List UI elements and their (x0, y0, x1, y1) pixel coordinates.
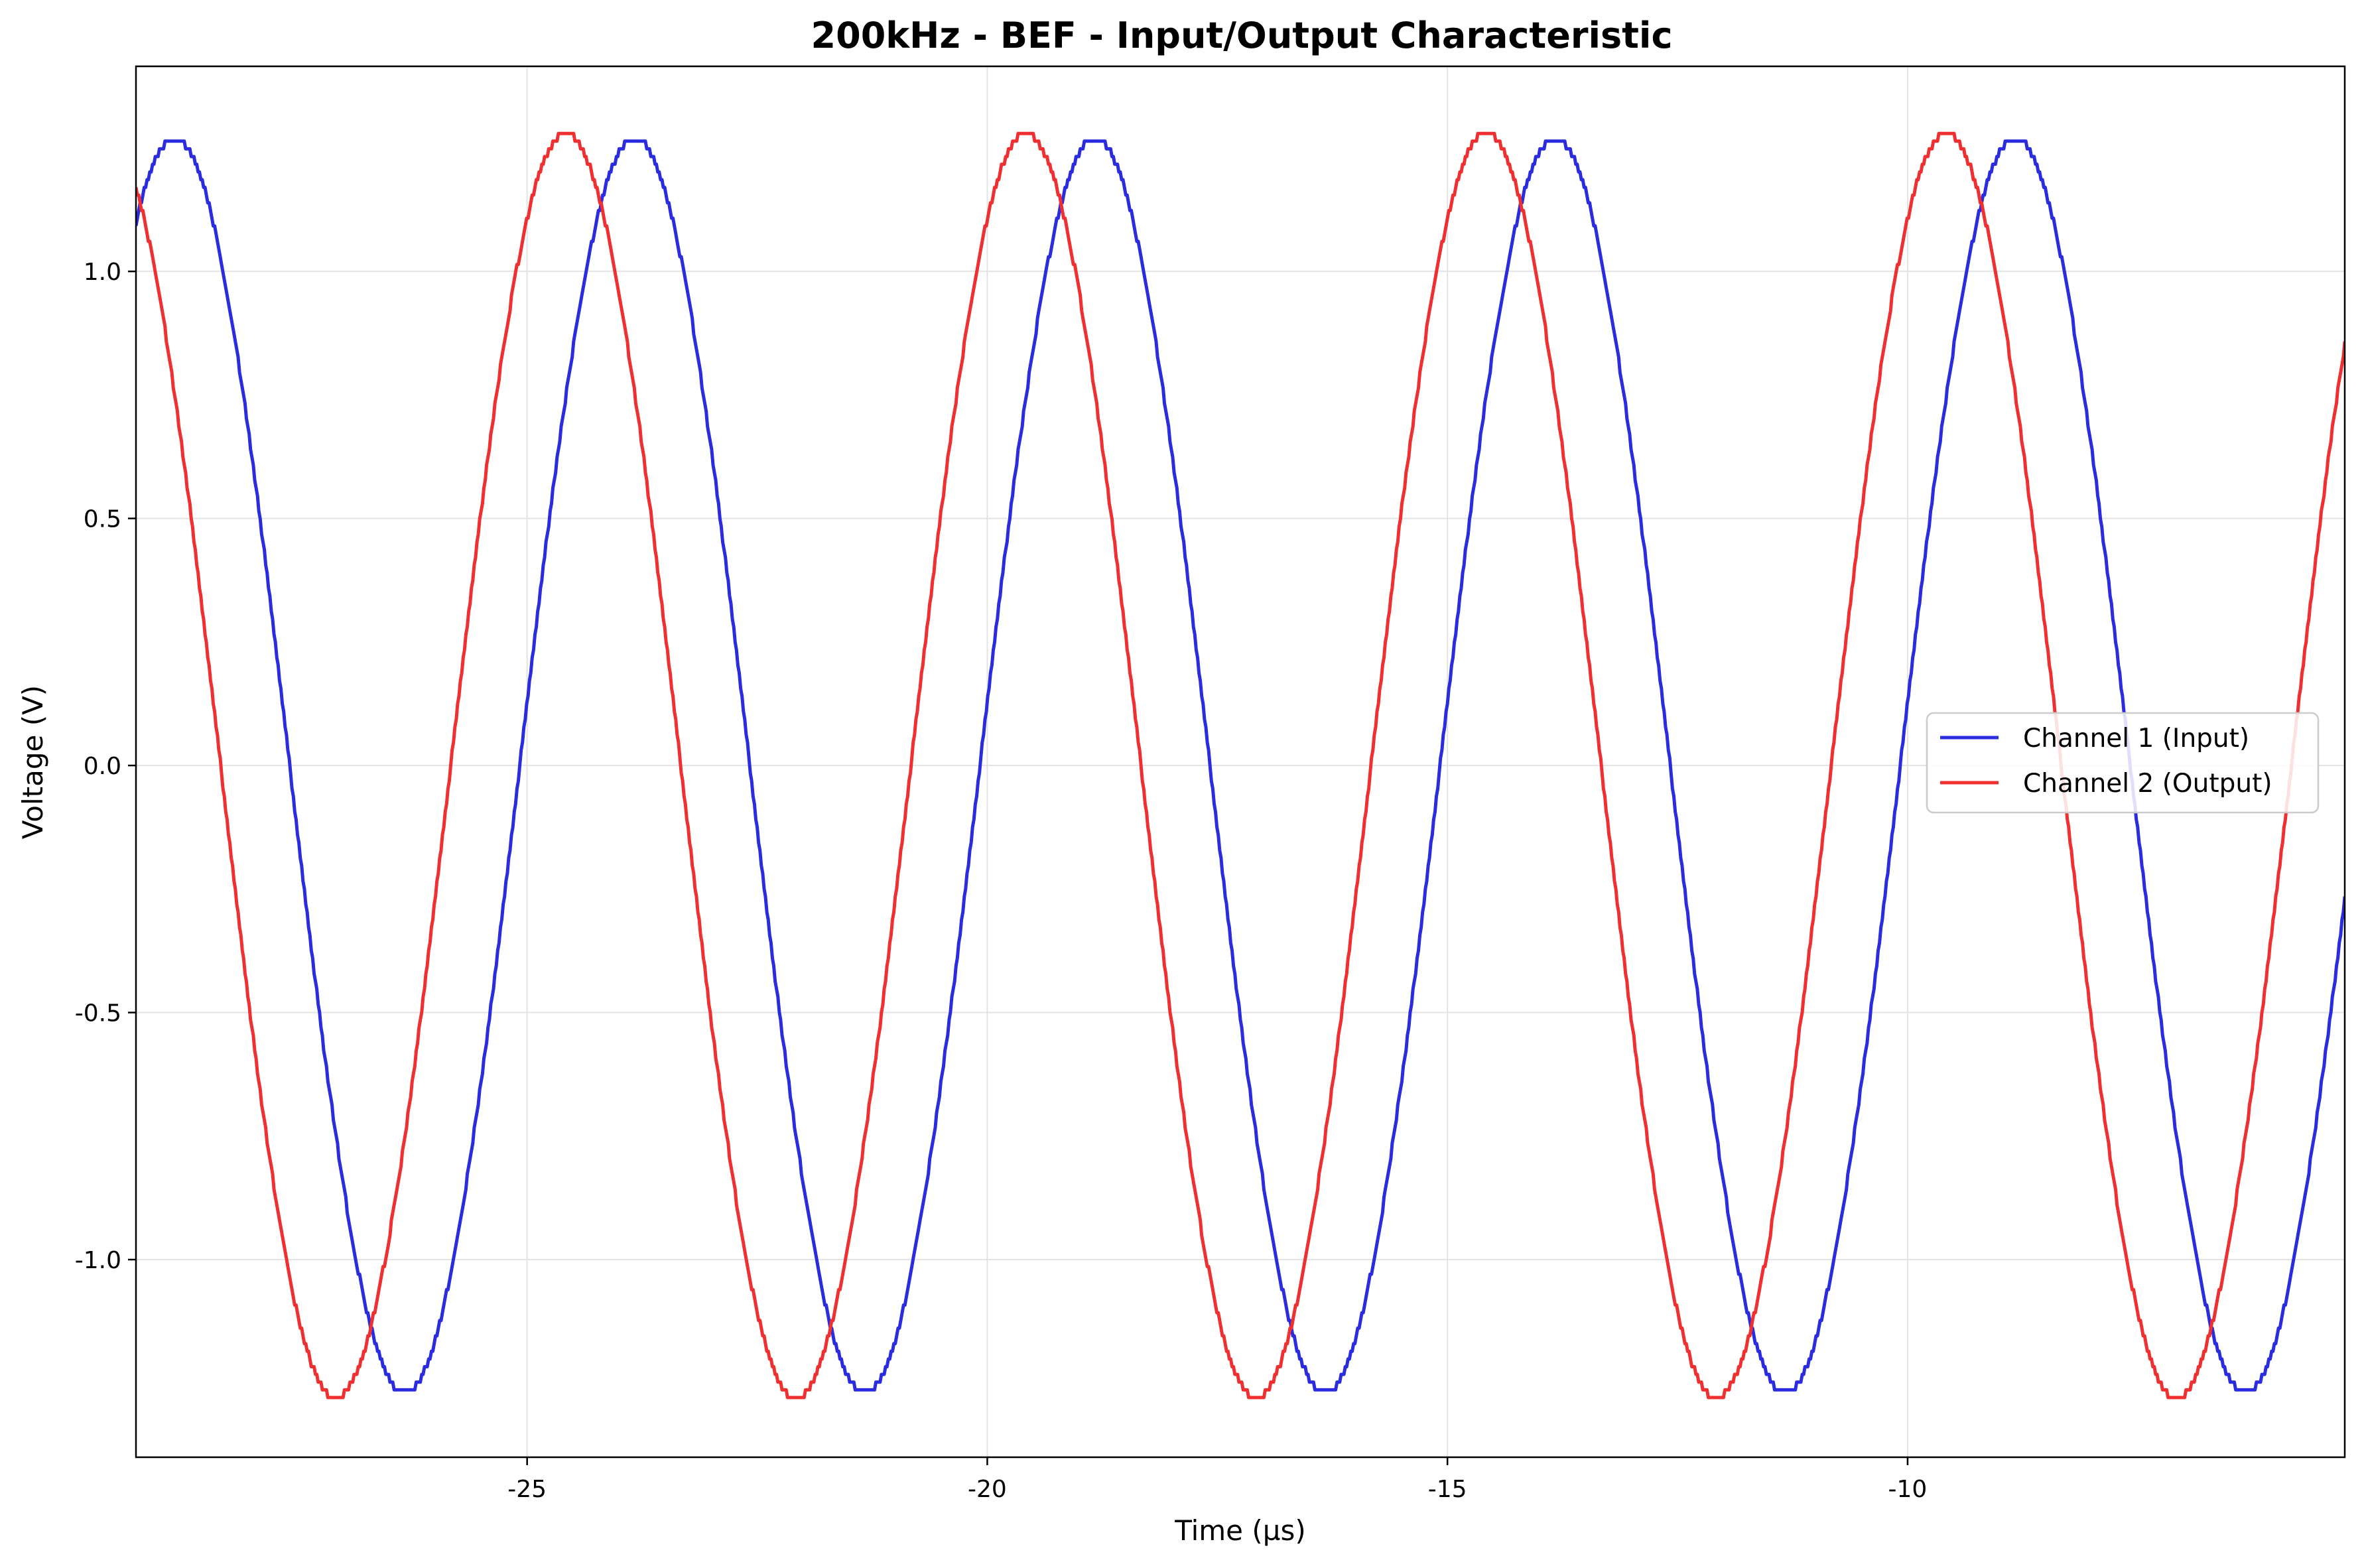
x-axis: -25 -20 -15 -10 (507, 1457, 1927, 1503)
legend-box (1926, 712, 2320, 814)
x-axis-label: Time (µs) (1174, 1514, 1306, 1547)
x-tick-label: -10 (1888, 1476, 1928, 1503)
x-tick-label: -25 (507, 1476, 547, 1503)
legend-label-channel-2: Channel 2 (Output) (2023, 769, 2272, 799)
y-axis-label: Voltage (V) (17, 685, 49, 839)
legend: Channel 1 (Input) Channel 2 (Output) (1926, 712, 2320, 814)
series-line-channel-1 (136, 139, 2345, 1392)
x-tick-label: -20 (968, 1476, 1007, 1503)
y-axis: -1.0 -0.5 0.0 0.5 1.0 (75, 259, 136, 1274)
series-group (136, 131, 2345, 1400)
y-tick-label: 1.0 (84, 259, 121, 286)
y-tick-label: 0.5 (84, 506, 121, 533)
y-tick-label: 0.0 (84, 753, 121, 780)
x-tick-label: -15 (1428, 1476, 1467, 1503)
y-tick-label: -1.0 (75, 1247, 121, 1274)
plot-frame (135, 65, 2346, 1459)
y-tick-label: -0.5 (75, 1000, 121, 1027)
series-line-channel-2 (136, 131, 2345, 1400)
legend-label-channel-1: Channel 1 (Input) (2023, 724, 2249, 753)
chart-title: 200kHz - BEF - Input/Output Characterist… (811, 15, 1673, 56)
